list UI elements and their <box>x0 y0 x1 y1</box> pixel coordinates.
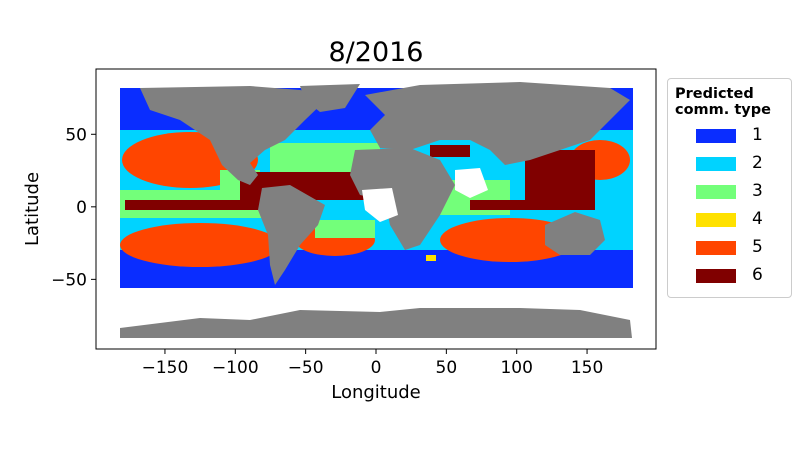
map-title: 8/2016 <box>329 37 424 68</box>
y-axis-label: Latitude <box>22 172 43 246</box>
region-type-6-arabian <box>430 145 470 157</box>
legend-swatch <box>696 213 736 227</box>
legend-swatch <box>696 241 736 255</box>
x-tick-label: −50 <box>288 358 324 378</box>
land-south-america <box>258 185 325 285</box>
y-tick-label: 50 <box>65 125 87 145</box>
land-eurasia <box>365 82 630 165</box>
legend: Predicted comm. type 1 2 3 4 5 6 <box>667 78 792 298</box>
map-plot-area <box>120 82 633 338</box>
legend-label: 2 <box>752 153 763 173</box>
x-tick-label: 100 <box>500 358 532 378</box>
land-antarctica <box>120 305 632 338</box>
legend-item-type-4: 4 <box>696 209 786 231</box>
legend-swatch <box>696 157 736 171</box>
legend-item-type-1: 1 <box>696 125 786 147</box>
legend-item-type-6: 6 <box>696 265 786 287</box>
legend-label: 4 <box>752 209 763 229</box>
land-greenland <box>300 84 360 112</box>
region-type-5-spacific <box>120 223 280 267</box>
legend-title: Predicted comm. type <box>675 86 771 118</box>
legend-item-type-2: 2 <box>696 153 786 175</box>
land-australia <box>545 212 605 255</box>
legend-item-type-3: 3 <box>696 181 786 203</box>
land-layer <box>120 82 632 338</box>
region-type-6-pacific <box>125 200 275 210</box>
x-axis-label: Longitude <box>331 382 421 403</box>
x-tick-label: −100 <box>212 358 259 378</box>
legend-label: 6 <box>752 265 763 285</box>
land-north-america <box>140 86 330 185</box>
x-tick-label: 0 <box>371 358 382 378</box>
legend-item-type-5: 5 <box>696 237 786 259</box>
region-type-3-satlantic <box>315 220 375 238</box>
region-type-6-indian <box>470 200 530 210</box>
legend-label: 3 <box>752 181 763 201</box>
legend-swatch <box>696 129 736 143</box>
legend-swatch <box>696 185 736 199</box>
no-data-arabian <box>455 168 488 198</box>
legend-label: 5 <box>752 237 763 257</box>
x-tick-label: 50 <box>436 358 458 378</box>
no-data-layer <box>120 168 633 308</box>
no-data-gulf-guinea <box>362 188 398 222</box>
legend-label: 1 <box>752 125 763 145</box>
land-africa <box>350 148 455 250</box>
y-tick-label: −50 <box>51 270 87 290</box>
legend-swatch <box>696 269 736 283</box>
y-axis-ticks: 50 0 −50 <box>51 125 96 290</box>
no-data-southern-gap <box>120 290 633 308</box>
region-type-6-indonesia <box>525 150 595 210</box>
y-tick-label: 0 <box>76 198 87 218</box>
x-tick-label: −150 <box>142 358 189 378</box>
region-type-4-patch <box>426 255 436 261</box>
x-axis-ticks: −150 −100 −50 0 50 100 150 <box>142 349 603 378</box>
x-tick-label: 150 <box>571 358 603 378</box>
